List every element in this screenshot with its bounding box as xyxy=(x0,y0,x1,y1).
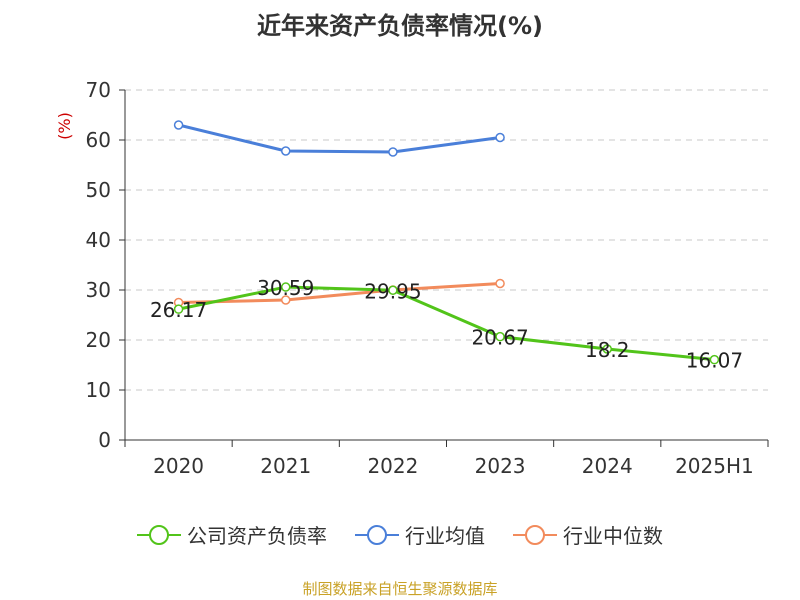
legend-item-company[interactable]: 公司资产负债率 xyxy=(137,520,327,549)
data-point-1 xyxy=(281,146,291,156)
data-label: 18.2 xyxy=(585,338,630,362)
legend-marker-company xyxy=(137,524,181,545)
x-tick-label: 2022 xyxy=(367,454,418,478)
data-label: 16.07 xyxy=(686,349,743,373)
data-point-0 xyxy=(173,304,184,314)
data-point-0 xyxy=(709,354,720,365)
y-tick-label: 0 xyxy=(98,428,111,452)
x-tick-label: 2025H1 xyxy=(675,454,754,478)
legend: 公司资产负债率 行业均值 行业中位数 xyxy=(0,520,800,549)
y-tick-label: 70 xyxy=(86,78,111,102)
legend-label-industry-median: 行业中位数 xyxy=(563,524,663,548)
chart-title: 近年来资产负债率情况(%) xyxy=(257,12,543,40)
y-tick-label: 40 xyxy=(86,228,111,252)
legend-marker-industry-median xyxy=(513,524,557,545)
data-point-1 xyxy=(495,132,505,143)
data-point-2 xyxy=(281,295,291,305)
x-tick-label: 2023 xyxy=(475,454,526,478)
legend-item-industry-average[interactable]: 行业均值 xyxy=(355,520,485,549)
data-point-0 xyxy=(388,285,398,295)
legend-label-industry-average: 行业均值 xyxy=(405,524,485,548)
legend-marker-industry-average xyxy=(355,524,399,545)
legend-item-industry-median[interactable]: 行业中位数 xyxy=(513,520,663,549)
series-line-0 xyxy=(178,285,715,362)
data-label: 29.95 xyxy=(364,279,421,303)
data-label: 30.59 xyxy=(257,276,314,300)
y-axis-label: (%) xyxy=(55,112,74,140)
data-point-1 xyxy=(388,147,398,157)
x-tick-label: 2021 xyxy=(260,454,311,478)
data-point-1 xyxy=(173,120,184,130)
x-tick-label: 2020 xyxy=(153,454,204,478)
x-tick-label: 2024 xyxy=(582,454,633,478)
data-point-0 xyxy=(602,344,612,354)
series-line-2 xyxy=(178,282,501,304)
data-label: 20.67 xyxy=(471,326,528,350)
data-point-0 xyxy=(281,282,291,292)
legend-label-company: 公司资产负债率 xyxy=(187,524,327,548)
data-point-0 xyxy=(495,331,505,342)
y-tick-label: 10 xyxy=(86,378,111,402)
source-note: 制图数据来自恒生聚源数据库 xyxy=(302,580,498,598)
series-line-1 xyxy=(178,123,501,154)
y-tick-label: 30 xyxy=(86,278,111,302)
data-label: 26.17 xyxy=(150,298,207,322)
y-tick-label: 60 xyxy=(86,128,111,152)
y-tick-label: 50 xyxy=(86,178,111,202)
y-tick-label: 20 xyxy=(86,328,111,352)
data-point-2 xyxy=(495,278,505,289)
